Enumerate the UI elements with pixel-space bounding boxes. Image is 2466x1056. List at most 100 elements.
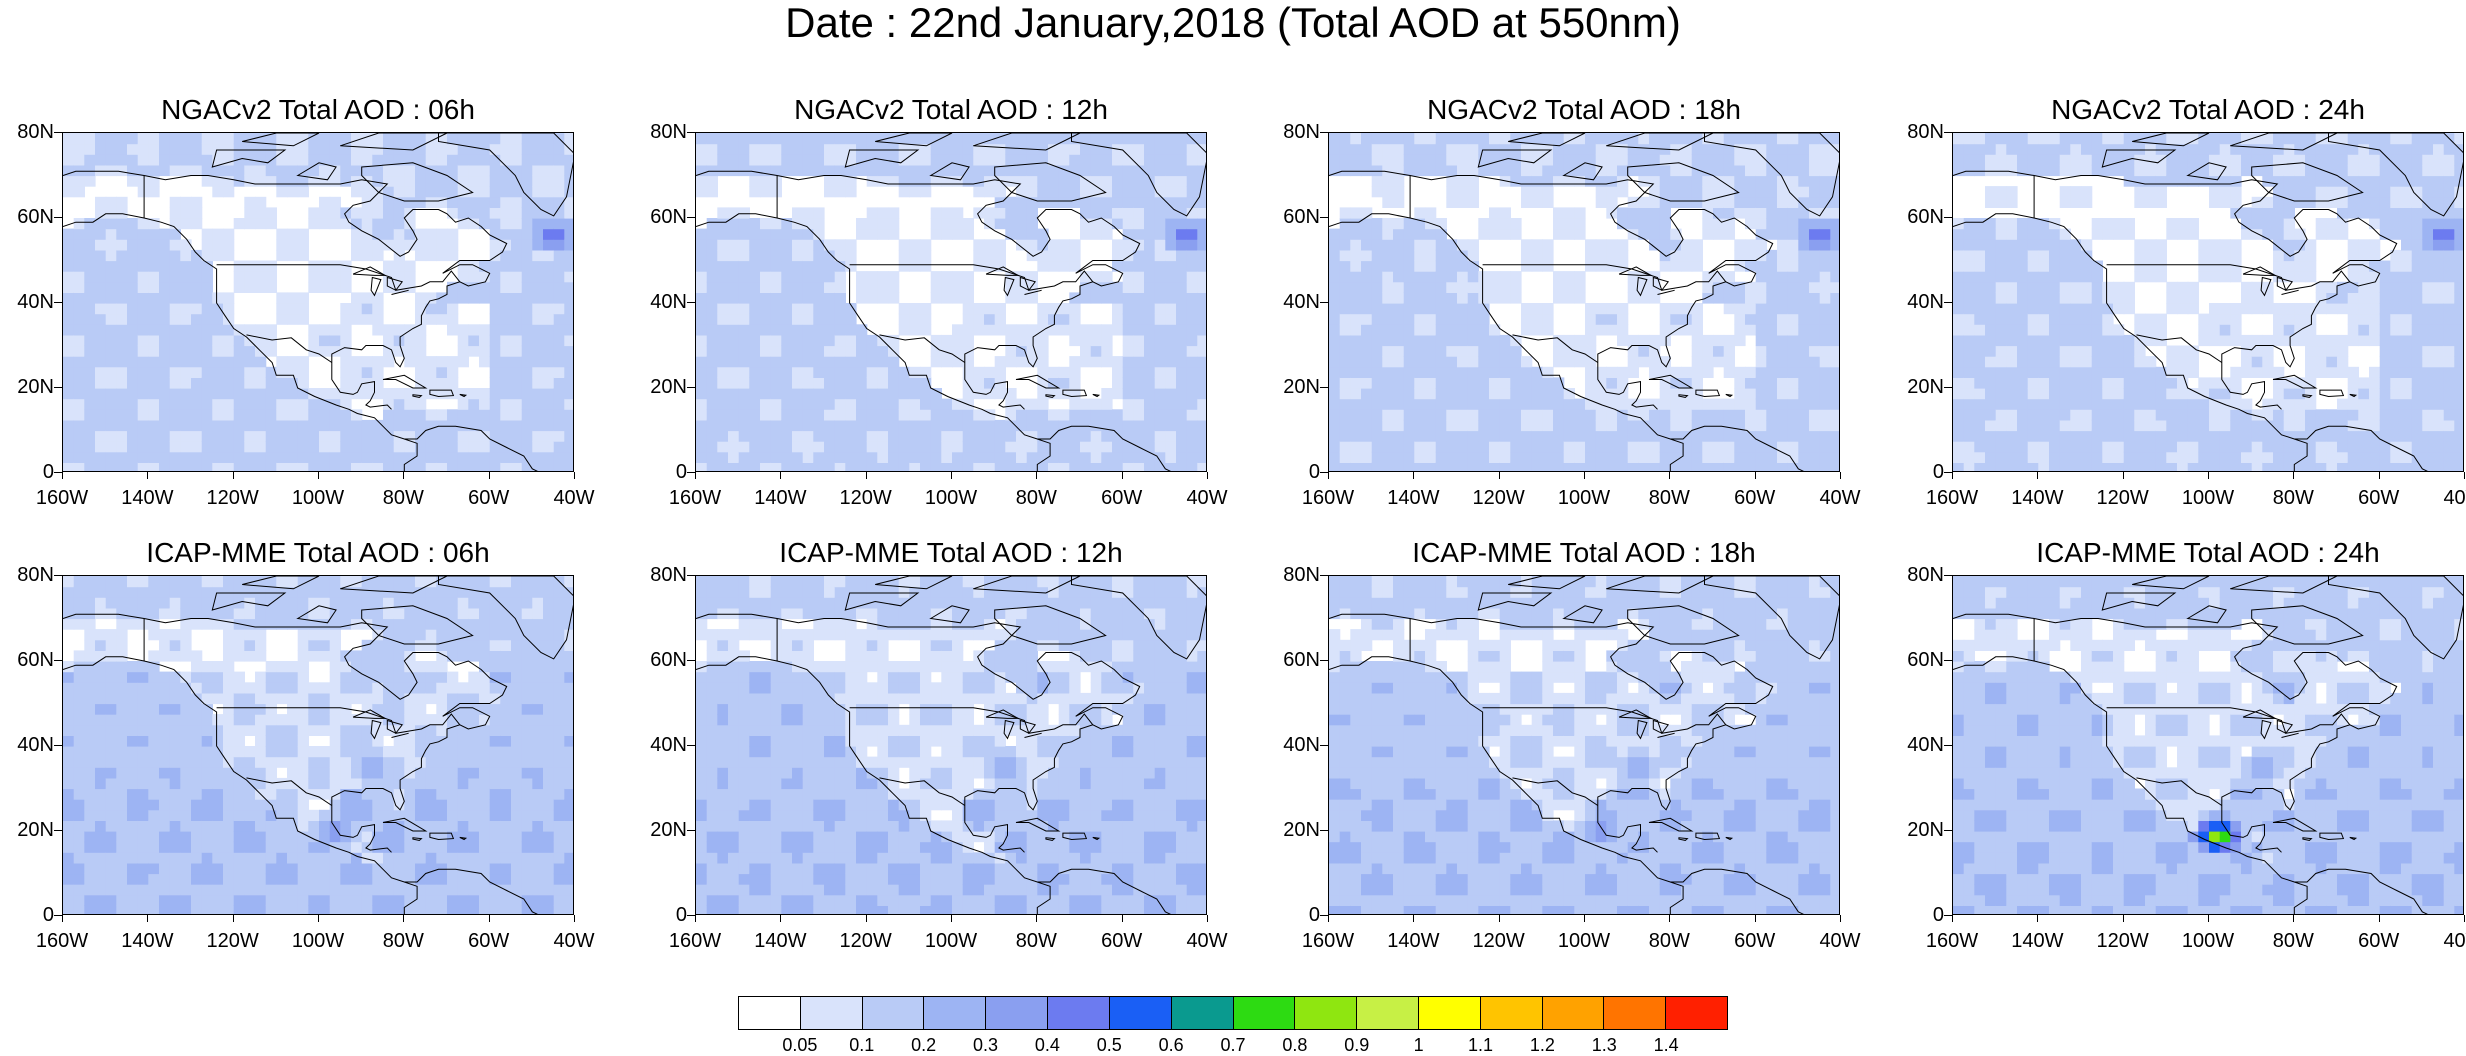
aod-cell	[105, 345, 117, 357]
aod-cell	[511, 377, 523, 389]
aod-cell	[1638, 228, 1650, 240]
aod-cell	[770, 388, 782, 400]
aod-cell	[2038, 239, 2050, 251]
aod-cell	[2113, 377, 2125, 389]
aod-cell	[191, 154, 203, 166]
aod-cell	[1457, 249, 1469, 262]
aod-cell	[1638, 345, 1650, 357]
aod-cell	[1090, 462, 1102, 471]
aod-cell	[63, 249, 75, 262]
aod-cell	[116, 313, 128, 325]
aod-cell	[2283, 441, 2295, 453]
aod-cell	[1734, 175, 1746, 187]
aod-cell	[706, 451, 718, 463]
aod-cell	[95, 398, 107, 410]
aod-cell	[511, 260, 523, 272]
aod-cell	[2070, 313, 2082, 325]
aod-cell	[564, 175, 573, 187]
aod-cell	[351, 133, 363, 145]
aod-cell	[457, 388, 469, 400]
aod-cell	[898, 133, 910, 145]
aod-cell	[1489, 462, 1501, 471]
aod-cell	[1974, 409, 1986, 421]
aod-cell	[1809, 218, 1821, 230]
aod-cell	[73, 430, 85, 442]
aod-cell	[1627, 462, 1639, 471]
aod-cell	[1101, 143, 1113, 155]
aod-cell	[2251, 366, 2263, 378]
aod-cell	[824, 345, 836, 357]
aod-cell	[888, 451, 900, 463]
aod-cell	[1777, 239, 1789, 251]
aod-cell	[95, 366, 107, 378]
aod-cell	[1080, 164, 1092, 177]
aod-cell	[888, 281, 900, 293]
aod-cell	[1090, 451, 1102, 463]
aod-cell	[1489, 398, 1501, 410]
aod-cell	[1037, 441, 1049, 453]
aod-cell	[1963, 398, 1975, 410]
aod-cell	[105, 441, 117, 453]
aod-cell	[287, 239, 299, 251]
aod-cell	[962, 228, 974, 240]
aod-cell	[212, 324, 224, 336]
aod-cell	[2198, 239, 2210, 251]
aod-cell	[1457, 292, 1469, 304]
aod-cell	[223, 345, 235, 357]
aod-cell	[1133, 260, 1145, 272]
aod-cell	[1090, 196, 1102, 208]
aod-cell	[2102, 303, 2114, 315]
aod-cell	[749, 419, 761, 432]
aod-cell	[212, 398, 224, 410]
aod-cell	[543, 303, 555, 315]
aod-cell	[521, 366, 533, 378]
aod-cell	[962, 356, 974, 368]
aod-cell	[2262, 430, 2274, 442]
aod-cell	[1963, 292, 1975, 304]
y-tick	[54, 472, 62, 473]
aod-cell	[1058, 196, 1070, 208]
aod-cell	[1777, 260, 1789, 272]
aod-cell	[127, 239, 139, 251]
aod-cell	[543, 313, 555, 325]
aod-cell	[1080, 196, 1092, 208]
aod-cell	[489, 324, 501, 336]
aod-cell	[856, 281, 868, 293]
aod-cell	[1574, 409, 1586, 421]
aod-cell	[845, 388, 857, 400]
aod-cell	[2006, 239, 2018, 251]
aod-cell	[941, 409, 953, 421]
aod-cell	[952, 292, 964, 304]
aod-cell	[1830, 377, 1839, 389]
aod-cell	[856, 228, 868, 240]
aod-cell	[1435, 430, 1447, 442]
aod-cell	[255, 409, 267, 421]
aod-cell	[2198, 271, 2210, 283]
aod-cell	[738, 462, 750, 471]
aod-cell	[1371, 281, 1383, 293]
aod-cell	[127, 303, 139, 315]
aod-cell	[1995, 249, 2007, 262]
aod-cell	[781, 133, 793, 145]
aod-cell	[1186, 356, 1198, 368]
aod-cell	[2049, 164, 2061, 177]
aod-cell	[834, 451, 846, 463]
aod-cell	[2027, 239, 2039, 251]
aod-cell	[479, 154, 491, 166]
aod-cell	[1963, 303, 1975, 315]
aod-cell	[1122, 324, 1134, 336]
aod-cell	[1133, 366, 1145, 378]
aod-cell	[1112, 281, 1124, 293]
aod-cell	[1830, 143, 1839, 155]
aod-cell	[930, 175, 942, 187]
aod-cell	[1080, 345, 1092, 357]
aod-cell	[1953, 218, 1965, 230]
aod-cell	[1510, 409, 1522, 421]
aod-cell	[1595, 324, 1607, 336]
aod-cell	[2091, 271, 2103, 283]
aod-cell	[1819, 164, 1831, 177]
aod-cell	[2027, 430, 2039, 442]
aod-cell	[877, 271, 889, 283]
aod-cell	[1350, 313, 1362, 325]
aod-cell	[1005, 175, 1017, 187]
